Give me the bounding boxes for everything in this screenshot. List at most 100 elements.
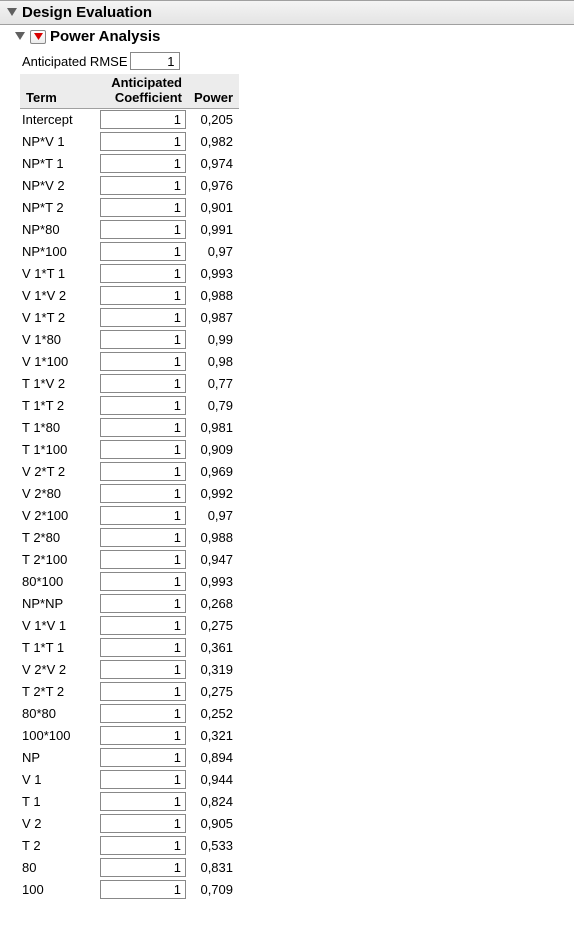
term-cell: V 1*T 2 [20, 306, 98, 328]
coefficient-cell [98, 680, 188, 702]
rmse-row: Anticipated RMSE [20, 52, 574, 70]
coefficient-input[interactable] [100, 352, 186, 371]
coefficient-input[interactable] [100, 264, 186, 283]
coefficient-input[interactable] [100, 440, 186, 459]
table-row: T 1*800,981 [20, 416, 239, 438]
coefficient-cell [98, 482, 188, 504]
coefficient-input[interactable] [100, 572, 186, 591]
table-row: NP*T 10,974 [20, 152, 239, 174]
coefficient-cell [98, 724, 188, 746]
coefficient-cell [98, 240, 188, 262]
coefficient-input[interactable] [100, 286, 186, 305]
coefficient-input[interactable] [100, 154, 186, 173]
term-cell: 80*100 [20, 570, 98, 592]
coefficient-input[interactable] [100, 484, 186, 503]
coefficient-input[interactable] [100, 616, 186, 635]
main-panel-header[interactable]: Design Evaluation [0, 1, 574, 25]
coefficient-input[interactable] [100, 638, 186, 657]
coefficient-input[interactable] [100, 682, 186, 701]
coefficient-input[interactable] [100, 396, 186, 415]
power-cell: 0,275 [188, 680, 239, 702]
table-row: V 1*V 20,988 [20, 284, 239, 306]
coefficient-input[interactable] [100, 198, 186, 217]
table-row: T 1*V 2 0,77 [20, 372, 239, 394]
table-row: V 2*T 20,969 [20, 460, 239, 482]
coefficient-input[interactable] [100, 594, 186, 613]
term-cell: V 1*100 [20, 350, 98, 372]
coefficient-input[interactable] [100, 792, 186, 811]
term-cell: NP*T 1 [20, 152, 98, 174]
term-cell: T 2*T 2 [20, 680, 98, 702]
table-row: NP*V 20,976 [20, 174, 239, 196]
rmse-input[interactable] [130, 52, 180, 70]
coefficient-input[interactable] [100, 418, 186, 437]
term-cell: T 1 [20, 790, 98, 812]
power-cell: 0,205 [188, 108, 239, 130]
term-cell: T 2 [20, 834, 98, 856]
term-cell: T 1*V 2 [20, 372, 98, 394]
coefficient-input[interactable] [100, 330, 186, 349]
coefficient-input[interactable] [100, 858, 186, 877]
term-cell: T 2*80 [20, 526, 98, 548]
power-cell: 0,981 [188, 416, 239, 438]
table-row: NP0,894 [20, 746, 239, 768]
coefficient-input[interactable] [100, 308, 186, 327]
table-row: V 1*T 10,993 [20, 262, 239, 284]
term-cell: T 2*100 [20, 548, 98, 570]
coefficient-input[interactable] [100, 770, 186, 789]
coefficient-cell [98, 548, 188, 570]
coefficient-input[interactable] [100, 374, 186, 393]
coefficient-input[interactable] [100, 836, 186, 855]
term-cell: 80*80 [20, 702, 98, 724]
table-row: V 1*T 2 0,987 [20, 306, 239, 328]
col-header-term: Term [20, 74, 98, 108]
power-cell: 0,79 [188, 394, 239, 416]
disclosure-triangle-icon[interactable] [14, 31, 26, 43]
coefficient-input[interactable] [100, 110, 186, 129]
power-cell: 0,361 [188, 636, 239, 658]
coefficient-cell [98, 812, 188, 834]
power-cell: 0,894 [188, 746, 239, 768]
term-cell: T 1*T 2 [20, 394, 98, 416]
sub-panel-header[interactable]: Power Analysis [0, 25, 574, 48]
coefficient-input[interactable] [100, 726, 186, 745]
coefficient-input[interactable] [100, 176, 186, 195]
table-row: V 2*100 0,97 [20, 504, 239, 526]
power-cell: 0,987 [188, 306, 239, 328]
coefficient-input[interactable] [100, 660, 186, 679]
term-cell: 80 [20, 856, 98, 878]
coefficient-input[interactable] [100, 704, 186, 723]
table-row: NP*V 10,982 [20, 130, 239, 152]
coefficient-input[interactable] [100, 220, 186, 239]
coefficient-input[interactable] [100, 880, 186, 899]
power-cell: 0,97 [188, 504, 239, 526]
coefficient-input[interactable] [100, 132, 186, 151]
disclosure-triangle-icon[interactable] [6, 7, 18, 19]
coefficient-input[interactable] [100, 550, 186, 569]
coefficient-cell [98, 570, 188, 592]
coefficient-input[interactable] [100, 462, 186, 481]
main-panel-title: Design Evaluation [22, 4, 152, 21]
table-row: T 2*T 2 0,275 [20, 680, 239, 702]
coefficient-cell [98, 152, 188, 174]
hotspot-menu-button[interactable] [30, 30, 46, 44]
term-cell: V 1 [20, 768, 98, 790]
term-cell: T 1*T 1 [20, 636, 98, 658]
power-cell: 0,988 [188, 284, 239, 306]
coefficient-cell [98, 878, 188, 900]
term-cell: NP*T 2 [20, 196, 98, 218]
table-row: 100*1000,321 [20, 724, 239, 746]
power-cell: 0,77 [188, 372, 239, 394]
coefficient-input[interactable] [100, 748, 186, 767]
coefficient-input[interactable] [100, 242, 186, 261]
design-evaluation-panel: Design Evaluation Power Analysis Anticip… [0, 0, 574, 904]
power-cell: 0,976 [188, 174, 239, 196]
coefficient-input[interactable] [100, 528, 186, 547]
power-table: Term Anticipated Coefficient Power Inter… [20, 74, 239, 900]
coefficient-input[interactable] [100, 814, 186, 833]
power-cell: 0,824 [188, 790, 239, 812]
term-cell: V 2*100 [20, 504, 98, 526]
term-cell: V 2*V 2 [20, 658, 98, 680]
coefficient-input[interactable] [100, 506, 186, 525]
sub-panel-title: Power Analysis [50, 28, 160, 45]
